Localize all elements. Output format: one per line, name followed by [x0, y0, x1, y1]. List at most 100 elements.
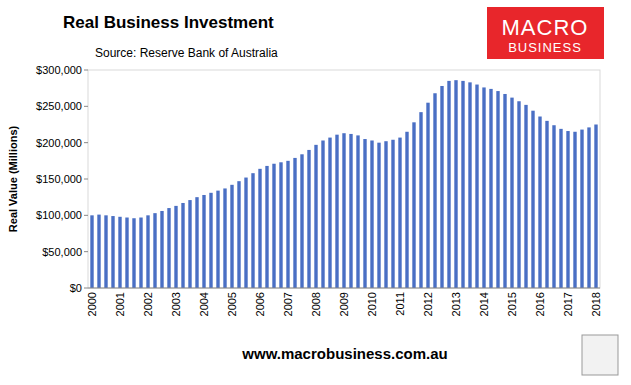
bar — [510, 98, 513, 288]
bar — [202, 195, 205, 288]
bar — [132, 218, 135, 288]
bar — [188, 200, 191, 288]
plot-frame — [88, 70, 600, 288]
x-tick-label: 2008 — [310, 292, 322, 316]
y-tick-label: $250,000 — [36, 100, 82, 112]
bar — [489, 89, 492, 288]
bar — [545, 121, 548, 288]
bar — [370, 140, 373, 288]
bar — [468, 82, 471, 288]
bar — [111, 216, 114, 288]
bar — [454, 80, 457, 288]
bar — [265, 166, 268, 288]
bar — [440, 86, 443, 288]
x-tick-label: 2006 — [254, 292, 266, 316]
bar — [286, 161, 289, 288]
x-tick-label: 2018 — [590, 292, 602, 316]
y-tick-label: $0 — [70, 282, 82, 294]
footer: www.macrobusiness.com.au — [241, 345, 447, 362]
x-tick-label: 2000 — [86, 292, 98, 316]
bar — [426, 103, 429, 288]
y-tick-label: $150,000 — [36, 173, 82, 185]
bar — [412, 122, 415, 288]
y-tick — [84, 288, 88, 289]
bar — [237, 181, 240, 288]
bar — [559, 129, 562, 288]
bar — [307, 150, 310, 288]
bar — [573, 132, 576, 288]
bar — [125, 218, 128, 288]
bar — [594, 125, 597, 289]
logo-text: MACRO — [502, 15, 589, 40]
bar — [153, 213, 156, 288]
y-tick-label: $300,000 — [36, 64, 82, 76]
bar — [90, 215, 93, 288]
bar — [195, 197, 198, 288]
bar — [216, 191, 219, 288]
x-tick-label: 2015 — [506, 292, 518, 316]
bar — [349, 134, 352, 288]
x-tick-label: 2002 — [142, 292, 154, 316]
bar — [356, 135, 359, 288]
bar — [447, 81, 450, 288]
y-tick — [84, 70, 88, 71]
bar — [503, 94, 506, 288]
bar — [580, 130, 583, 288]
bar — [377, 143, 380, 288]
bar — [321, 140, 324, 288]
bars — [90, 80, 597, 288]
bar — [181, 203, 184, 288]
x-tick-label: 2017 — [562, 292, 574, 316]
bar — [363, 139, 366, 288]
bar — [405, 132, 408, 288]
x-tick-label: 2011 — [394, 292, 406, 316]
bar — [587, 127, 590, 288]
bar — [139, 218, 142, 288]
x-tick-label: 2005 — [226, 292, 238, 316]
x-tick-label: 2007 — [282, 292, 294, 316]
y-tick — [84, 142, 88, 143]
bar — [433, 93, 436, 288]
y-tick-label: $100,000 — [36, 209, 82, 221]
bar — [391, 140, 394, 288]
badge — [582, 335, 618, 375]
x-tick-label: 2001 — [114, 292, 126, 316]
bar — [328, 138, 331, 288]
bar — [251, 173, 254, 288]
bar — [384, 141, 387, 288]
bar — [244, 178, 247, 288]
bar — [279, 162, 282, 288]
x-tick-label: 2004 — [198, 292, 210, 316]
y-tick — [84, 251, 88, 252]
title: Real Business Investment — [63, 13, 274, 32]
bar — [230, 185, 233, 288]
bar — [160, 211, 163, 288]
x-tick-label: 2009 — [338, 292, 350, 316]
x-axis — [88, 288, 600, 289]
y-tick — [84, 179, 88, 180]
bar — [419, 112, 422, 288]
x-tick-label: 2016 — [534, 292, 546, 316]
bar — [482, 87, 485, 288]
bar — [552, 125, 555, 288]
bar — [258, 169, 261, 288]
x-tick-label: 2012 — [422, 292, 434, 316]
bar — [104, 215, 107, 288]
bar — [223, 188, 226, 288]
x-tick-label: 2010 — [366, 292, 378, 316]
x-tick-label: 2014 — [478, 292, 490, 316]
chart: Real Business InvestmentSource: Reserve … — [0, 0, 631, 385]
bar — [496, 91, 499, 288]
y-tick — [84, 106, 88, 107]
bar — [566, 131, 569, 288]
bar — [97, 215, 100, 288]
x-tick-label: 2003 — [170, 292, 182, 316]
bar — [475, 85, 478, 288]
bar — [335, 135, 338, 288]
bar — [293, 158, 296, 288]
bar — [538, 117, 541, 288]
bar — [531, 111, 534, 288]
y-axis-label: Real Value (Millions) — [7, 125, 19, 232]
x-tick-label: 2013 — [450, 292, 462, 316]
y-tick-label: $50,000 — [42, 246, 82, 258]
